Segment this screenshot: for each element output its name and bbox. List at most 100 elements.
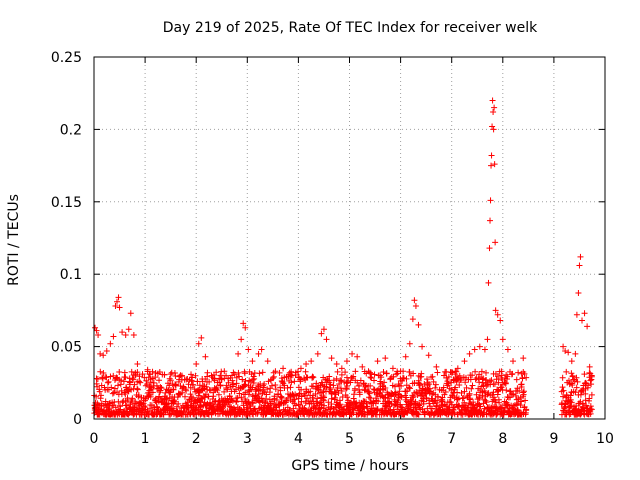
data-point (347, 379, 354, 386)
data-point (235, 369, 242, 376)
data-point (202, 394, 209, 401)
data-point (414, 390, 421, 397)
data-point (375, 398, 382, 405)
data-point (104, 379, 111, 386)
data-point (129, 375, 136, 382)
data-point-peak (165, 387, 172, 394)
data-point (338, 387, 345, 394)
data-point (582, 397, 589, 404)
data-point-peak (264, 358, 271, 365)
data-point (588, 381, 595, 388)
data-point-peak (193, 360, 200, 367)
data-point-peak (433, 363, 440, 370)
data-point (129, 395, 136, 402)
data-point (150, 379, 157, 386)
data-point-peak (198, 334, 205, 341)
data-point (338, 371, 345, 378)
data-point (291, 378, 298, 385)
data-point (161, 371, 168, 378)
data-point (112, 404, 119, 411)
data-point (149, 368, 156, 375)
data-point (469, 372, 476, 379)
data-point (566, 381, 573, 388)
data-point (276, 369, 283, 376)
data-point (140, 403, 147, 410)
data-point (509, 370, 516, 377)
data-point (569, 373, 576, 380)
data-point (453, 368, 460, 375)
data-point (122, 391, 129, 398)
data-point (477, 403, 484, 410)
data-point-peak (130, 332, 137, 339)
data-point (284, 384, 291, 391)
data-point (290, 405, 297, 412)
data-point (441, 391, 448, 398)
data-point (574, 378, 581, 385)
data-point-peak (382, 355, 389, 362)
data-point (443, 402, 450, 409)
data-point (391, 383, 398, 390)
data-point (388, 392, 395, 399)
data-point (481, 388, 488, 395)
data-point (256, 370, 263, 377)
y-tick-label: 0.2 (60, 122, 82, 138)
data-point (287, 384, 294, 391)
data-point (241, 381, 248, 388)
data-point (206, 378, 213, 385)
data-point (504, 401, 511, 408)
data-point (143, 377, 150, 384)
data-point (588, 406, 595, 413)
y-tick-label: 0.1 (60, 267, 82, 283)
data-point (559, 384, 566, 391)
data-point (429, 373, 436, 380)
data-point (326, 373, 333, 380)
data-point (333, 375, 340, 382)
data-point (291, 396, 298, 403)
data-point (281, 382, 288, 389)
data-point (254, 409, 261, 416)
data-point (513, 376, 520, 383)
data-point-peak (280, 365, 287, 372)
data-point (494, 373, 501, 380)
data-point (236, 390, 243, 397)
data-point-peak (441, 372, 448, 379)
data-point (482, 369, 489, 376)
data-point (230, 381, 237, 388)
data-point (134, 369, 141, 376)
data-point (366, 390, 373, 397)
data-point (322, 407, 329, 414)
data-point-peak (461, 358, 468, 365)
data-point (318, 389, 325, 396)
data-point (242, 378, 249, 385)
data-point (380, 368, 387, 375)
grid-lines (94, 57, 605, 419)
data-point (400, 375, 407, 382)
data-point (393, 371, 400, 378)
data-point (495, 396, 502, 403)
data-point-peak (490, 109, 497, 116)
data-point-peak (515, 369, 522, 376)
data-point (167, 411, 174, 418)
data-point (466, 390, 473, 397)
data-point (342, 386, 349, 393)
data-point (452, 384, 459, 391)
data-point-peak (488, 162, 495, 169)
data-point (272, 386, 279, 393)
data-point-peak (491, 161, 498, 168)
data-point-peak (415, 321, 422, 328)
data-point-peak (328, 355, 335, 362)
data-point (428, 391, 435, 398)
data-point-peak (359, 363, 366, 370)
x-tick-label: 4 (294, 431, 303, 447)
data-point (315, 386, 322, 393)
data-point-peak (240, 320, 247, 327)
data-point-peak (492, 239, 499, 246)
data-point (217, 372, 224, 379)
data-point (406, 385, 413, 392)
data-point-peak (258, 346, 265, 353)
data-point-peak (323, 336, 330, 343)
data-point (450, 406, 457, 413)
data-point (94, 375, 101, 382)
data-point-peak (487, 197, 494, 204)
